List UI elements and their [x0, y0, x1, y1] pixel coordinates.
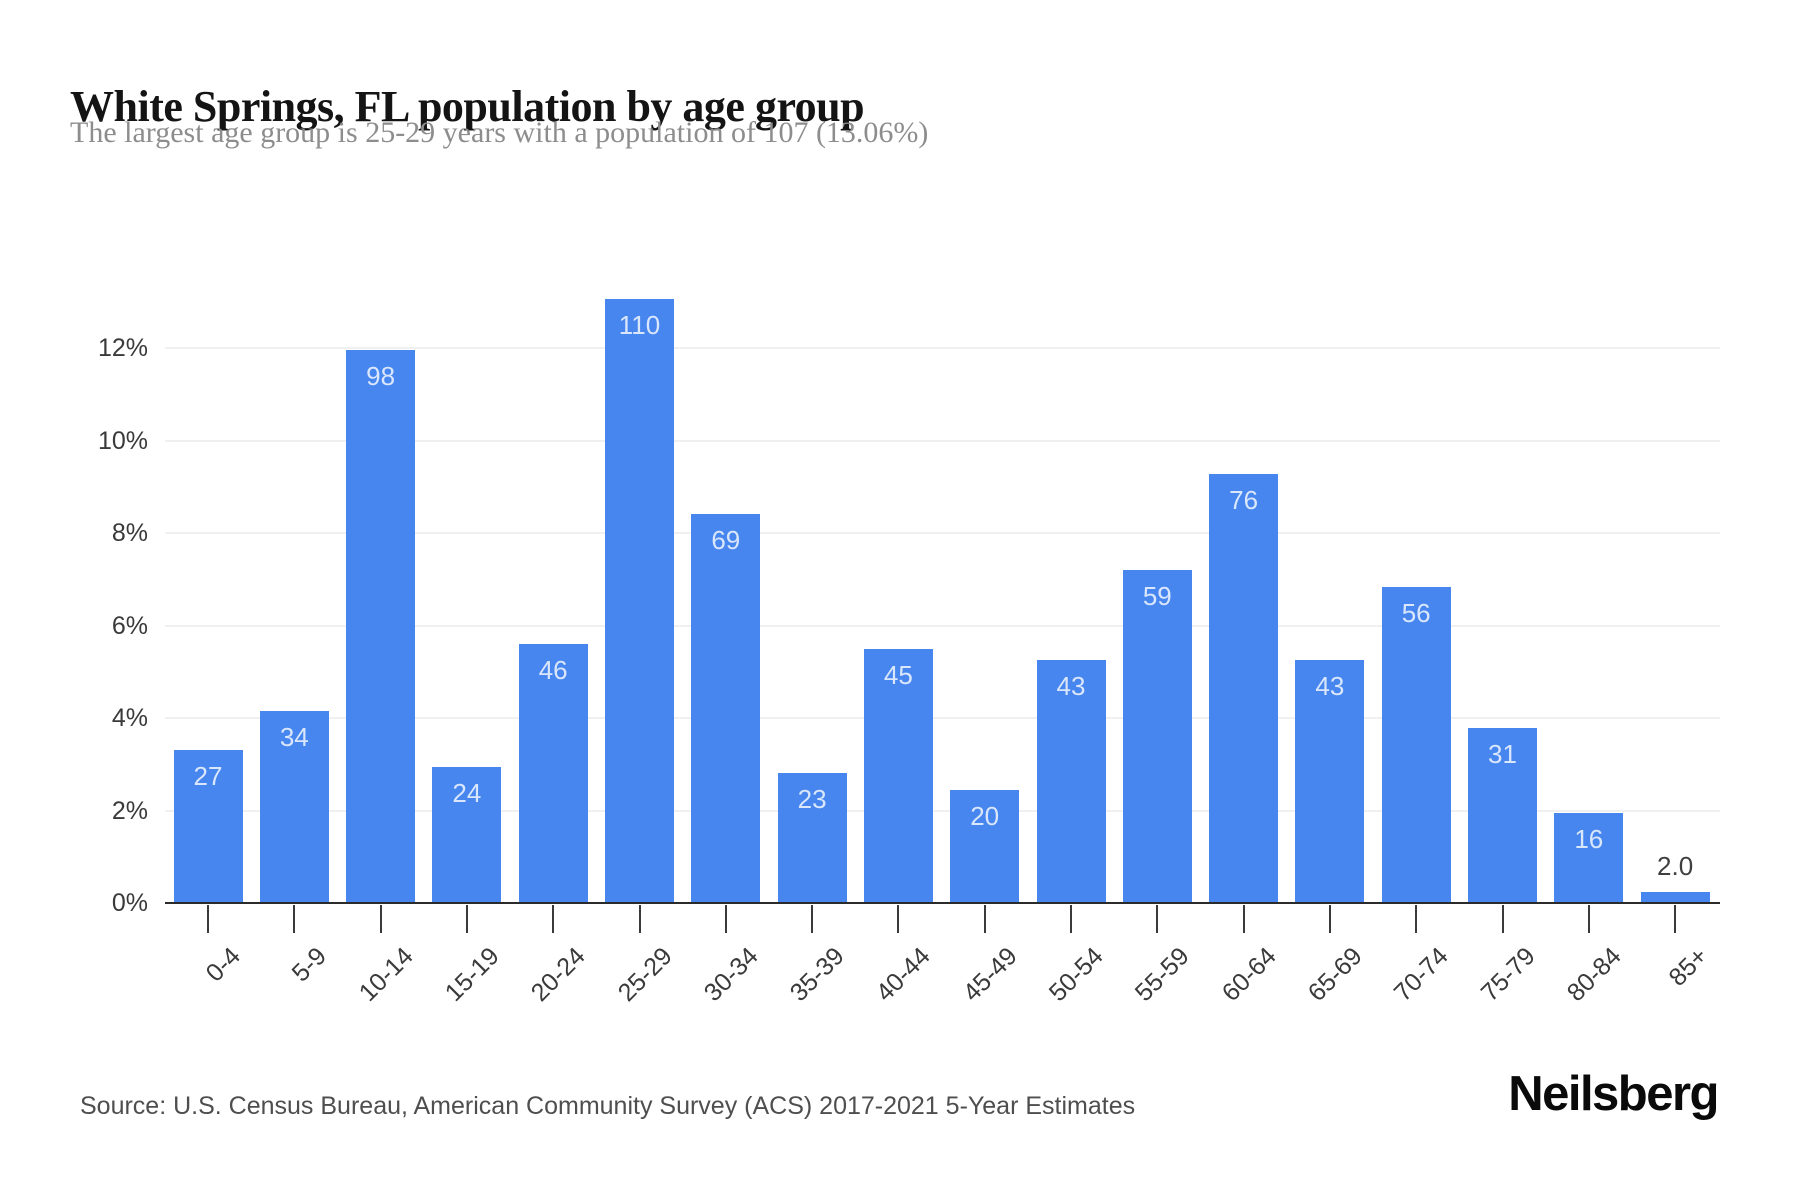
bar — [605, 298, 674, 903]
gridline — [165, 347, 1720, 349]
x-tick-label: 65-69 — [1302, 942, 1368, 1008]
x-tick — [1587, 905, 1590, 933]
bar-value-label: 16 — [1574, 823, 1604, 854]
bar-value-label: 27 — [193, 761, 223, 792]
x-axis-line — [165, 902, 1720, 904]
bar-value-label: 34 — [279, 722, 309, 753]
x-tick — [1156, 905, 1159, 933]
bar-value-label: 43 — [1056, 671, 1086, 702]
bar — [346, 349, 416, 903]
bar-value-label: 59 — [1142, 581, 1172, 611]
bar-value-label: 110 — [618, 309, 661, 340]
x-tick-label: 15-19 — [439, 942, 505, 1008]
gridline — [165, 439, 1720, 442]
brand-logo: Neilsberg — [1508, 1067, 1719, 1121]
bar-value-label: 23 — [797, 784, 827, 815]
x-tick-label: 50-54 — [1043, 942, 1109, 1008]
bar — [1468, 728, 1537, 903]
bar — [1554, 812, 1624, 903]
bar — [950, 790, 1020, 903]
bar — [1036, 660, 1106, 903]
y-tick-label: 8% — [111, 519, 148, 547]
gridline — [165, 717, 1720, 719]
x-tick — [379, 905, 382, 933]
bar-value-label: 56 — [1401, 597, 1431, 628]
x-tick — [1070, 905, 1072, 933]
y-tick-label: 12% — [97, 334, 148, 362]
x-tick-label: 80-84 — [1561, 942, 1627, 1008]
x-tick-label: 60-64 — [1216, 942, 1282, 1008]
x-tick — [1328, 905, 1331, 933]
bar — [1209, 473, 1279, 903]
y-tick-label: 10% — [97, 426, 148, 455]
x-tick — [1415, 905, 1418, 933]
bar-value-label: 98 — [366, 360, 396, 391]
x-tick — [638, 905, 641, 933]
bar-value-label: 69 — [711, 524, 741, 555]
bar — [259, 711, 329, 903]
bar — [518, 643, 588, 903]
bar — [1122, 570, 1192, 903]
x-tick — [897, 905, 900, 933]
x-tick-label: 30-34 — [698, 942, 764, 1008]
bar-value-label: 76 — [1229, 484, 1259, 515]
gridline — [165, 532, 1720, 534]
x-tick — [724, 905, 727, 933]
bar — [173, 750, 243, 903]
bar-value-label: 31 — [1488, 739, 1517, 770]
y-tick-label: 0% — [111, 889, 148, 917]
bar-value-label: 2.0 — [1657, 850, 1694, 881]
x-tick-label: 35-39 — [784, 942, 850, 1008]
x-tick — [1242, 905, 1245, 933]
bar-value-label: 43 — [1315, 671, 1345, 702]
x-tick-label: 75-79 — [1475, 942, 1541, 1008]
gridline — [165, 624, 1720, 627]
x-tick — [983, 905, 986, 933]
bar — [1640, 891, 1710, 903]
x-tick — [811, 905, 814, 933]
bar — [1381, 586, 1451, 903]
x-tick-label: 70-74 — [1388, 942, 1455, 1008]
bar — [432, 767, 502, 903]
x-tick — [1674, 905, 1677, 933]
bar — [691, 513, 761, 903]
bar — [1295, 660, 1365, 903]
x-tick-label: 5-9 — [286, 942, 333, 988]
x-tick-label: 45-49 — [957, 942, 1023, 1008]
page-subtitle: The largest age group is 25-29 years wit… — [70, 116, 929, 149]
x-tick-label: 40-44 — [871, 942, 937, 1008]
x-tick — [465, 905, 468, 933]
y-tick-label: 4% — [111, 704, 148, 732]
x-tick — [552, 905, 555, 933]
y-tick-label: 2% — [111, 796, 148, 825]
x-tick-label: 0-4 — [200, 942, 246, 988]
bar-value-label: 46 — [538, 654, 568, 685]
gridline — [165, 809, 1720, 812]
x-tick — [207, 905, 209, 933]
bar — [863, 649, 933, 903]
x-tick-label: 20-24 — [525, 942, 592, 1008]
x-tick-label: 85+ — [1663, 942, 1713, 992]
x-tick-label: 25-29 — [612, 942, 678, 1008]
page-title: White Springs, FL population by age grou… — [70, 82, 865, 132]
bar — [777, 773, 847, 903]
bar-value-label: 24 — [452, 778, 482, 809]
source-note: Source: U.S. Census Bureau, American Com… — [80, 1092, 1136, 1120]
bar-value-label: 20 — [970, 801, 1000, 832]
bar-value-label: 45 — [883, 660, 913, 691]
x-tick-label: 10-14 — [353, 942, 419, 1008]
x-tick-label: 55-59 — [1130, 942, 1196, 1008]
x-tick — [293, 905, 296, 933]
x-tick — [1501, 905, 1504, 933]
y-tick-label: 6% — [111, 611, 148, 640]
